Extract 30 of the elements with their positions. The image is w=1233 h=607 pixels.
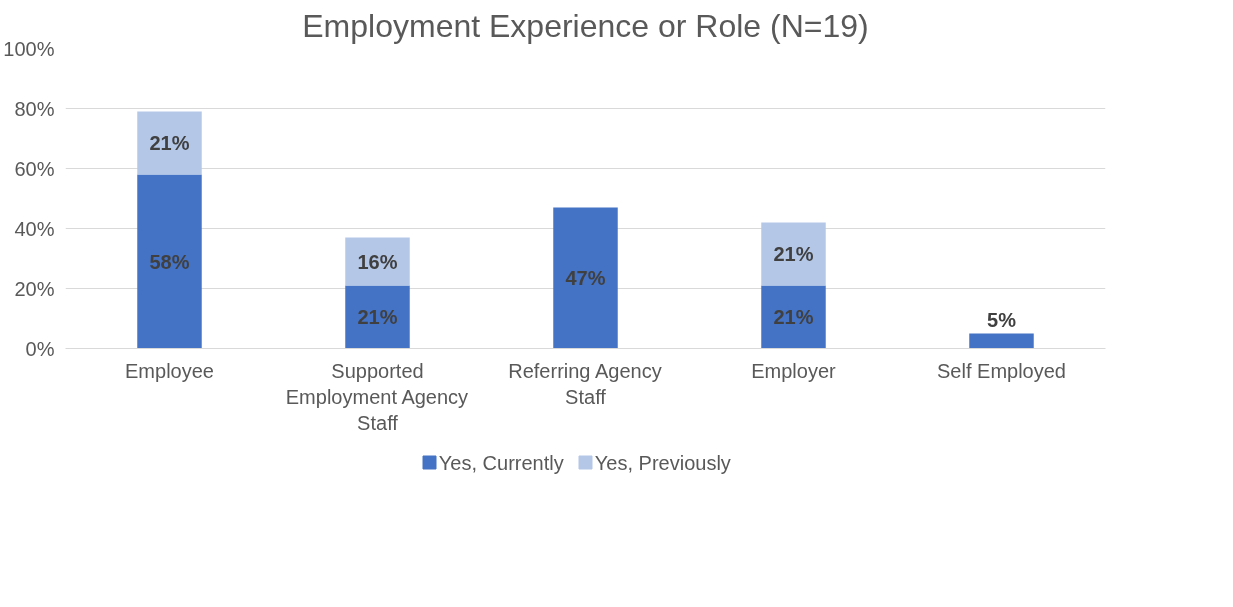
x-tick-label: Self Employed (937, 359, 1066, 382)
y-tick-label: 100% (3, 37, 55, 60)
data-label: 21% (357, 306, 398, 328)
bar (345, 237, 410, 286)
y-tick-label: 20% (14, 277, 55, 300)
y-tick-label: 60% (14, 157, 55, 180)
legend-label: Yes, Currently (438, 451, 564, 474)
y-tick-label: 40% (14, 217, 55, 240)
legend-label: Yes, Previously (594, 451, 731, 474)
bar (969, 333, 1034, 349)
data-label: 47% (565, 267, 606, 289)
x-tick-label: Referring Agency Staff (508, 359, 662, 408)
data-label: 5% (987, 308, 1017, 331)
y-tick-label: 80% (14, 97, 55, 120)
bar (137, 174, 202, 349)
bar (761, 285, 826, 349)
data-label: 21% (773, 243, 814, 265)
bar (761, 222, 826, 286)
data-label: 16% (357, 250, 398, 273)
bar (345, 285, 410, 349)
data-label: 58% (149, 250, 190, 273)
bar (553, 207, 618, 349)
bar (137, 111, 202, 175)
data-label: 21% (149, 132, 190, 154)
data-label: 21% (773, 306, 814, 328)
x-tick-label: Employer (751, 359, 837, 382)
x-tick-label: Supported Employment Agency Staff (285, 359, 469, 435)
chart-title: Employment Experience or Role (N=19) (302, 7, 869, 44)
x-tick-label: Employee (125, 359, 214, 382)
y-tick-label: 0% (25, 337, 55, 360)
